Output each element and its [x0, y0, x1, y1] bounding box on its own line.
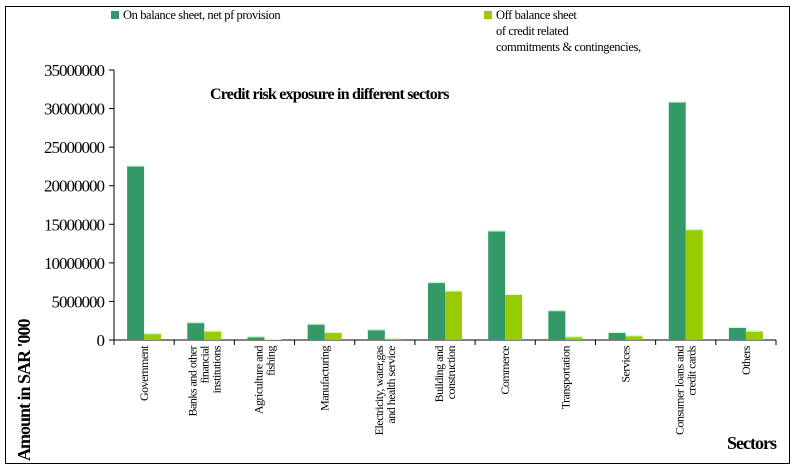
legend: On balance sheet, net pf provision Off b…: [111, 8, 641, 54]
legend-swatch-on-balance: [111, 11, 119, 19]
x-tick-label-line: Others: [739, 345, 753, 375]
y-tick-label: 5000000: [52, 292, 105, 311]
x-tick-label: Building andconstruction: [432, 346, 458, 403]
legend-line: commitments & contingencies,: [496, 40, 641, 54]
y-tick-label: 35000000: [44, 61, 105, 80]
x-tick-label: Transportation: [558, 346, 572, 410]
bar-off-balance: [745, 330, 763, 340]
bar-on-balance: [608, 331, 626, 340]
y-tick-label: 10000000: [44, 254, 105, 273]
legend-label-on-balance: On balance sheet, net pf provision: [123, 8, 281, 22]
bar-on-balance: [728, 326, 746, 340]
x-tick-label: Manufacturing: [318, 346, 332, 411]
x-tick-label-line: fishing: [263, 346, 277, 376]
bar-off-balance: [144, 333, 162, 340]
bar-on-balance: [247, 336, 265, 340]
legend-swatch-off-balance: [484, 11, 492, 19]
x-tick-label-line: financial: [197, 345, 211, 384]
x-tick-label-line: credit cards: [685, 345, 699, 395]
legend-line: Off balance sheet: [496, 8, 577, 22]
bar-off-balance: [384, 337, 402, 340]
bar-on-balance: [488, 230, 506, 340]
x-tick-label-line: Electricity, water,gas: [372, 345, 386, 435]
bar-off-balance: [505, 294, 523, 340]
x-tick-label-line: Transportation: [558, 346, 572, 410]
x-tick-label: Commerce: [498, 346, 512, 395]
x-tick-label: Services: [619, 345, 633, 382]
x-tick-label: Government: [137, 345, 151, 401]
bar-off-balance: [565, 336, 583, 340]
x-tick-label: Others: [739, 345, 753, 375]
x-tick-label: Banks and otherfinancialinstitutions: [185, 345, 223, 417]
y-tick-label: 30000000: [44, 100, 105, 119]
x-tick-label-line: and health service: [384, 346, 398, 424]
bar-on-balance: [187, 322, 205, 340]
y-tick-label: 15000000: [44, 215, 105, 234]
x-tick-label-line: Services: [619, 345, 633, 382]
chart-title: Credit risk exposure in different sector…: [210, 86, 449, 103]
bar-off-balance: [204, 330, 222, 340]
legend-line: of credit related: [496, 24, 569, 38]
bar-on-balance: [127, 165, 145, 340]
y-tick-label: 0: [97, 331, 105, 350]
bar-on-balance: [428, 282, 445, 340]
x-tick-label-line: construction: [444, 346, 458, 400]
x-tick-label-line: Consumer loans and: [673, 346, 687, 435]
x-tick-label-line: Building and: [432, 346, 446, 403]
y-axis-title: Amount in SAR '000: [14, 318, 34, 461]
x-tick-label: Agriculture andfishing: [251, 346, 277, 415]
y-tick-label: 20000000: [44, 177, 105, 196]
x-tick-label-line: Manufacturing: [318, 346, 332, 411]
x-tick-label-line: Banks and other: [185, 345, 199, 416]
bar-on-balance: [548, 310, 566, 340]
bar-off-balance: [324, 331, 342, 340]
bar-off-balance: [445, 290, 462, 340]
legend-label-off-balance: Off balance sheet of credit related comm…: [496, 8, 641, 54]
bar-off-balance: [625, 335, 643, 340]
bar-on-balance: [307, 323, 325, 340]
x-tick-label-line: Commerce: [498, 346, 512, 395]
bar-off-balance: [685, 229, 703, 340]
bar-on-balance: [668, 101, 686, 340]
y-tick-label: 25000000: [44, 138, 105, 157]
bar-on-balance: [367, 329, 385, 340]
x-tick-label-line: Government: [137, 345, 151, 401]
x-axis-title: Sectors: [727, 433, 777, 453]
x-tick-label-line: Agriculture and: [251, 346, 265, 415]
x-tick-label-line: institutions: [209, 345, 223, 393]
x-tick-label: Electricity, water,gasand health service: [372, 345, 398, 435]
x-tick-label: Consumer loans andcredit cards: [673, 345, 699, 435]
